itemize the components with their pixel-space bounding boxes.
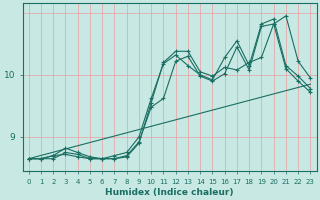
X-axis label: Humidex (Indice chaleur): Humidex (Indice chaleur) — [105, 188, 234, 197]
